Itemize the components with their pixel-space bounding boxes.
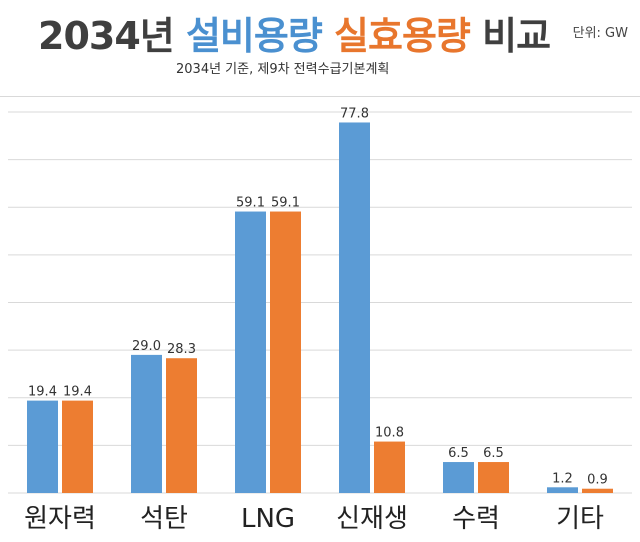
bar-installed-3	[339, 122, 370, 493]
bar-effective-1	[166, 358, 197, 493]
bar-effective-4	[478, 462, 509, 493]
bar-effective-0	[62, 400, 93, 493]
value-label-installed-2: 59.1	[236, 196, 265, 211]
value-label-installed-1: 29.0	[132, 339, 161, 354]
value-label-effective-3: 10.8	[375, 426, 404, 441]
title-year: 2034년	[38, 14, 175, 58]
category-label-3: 신재생	[336, 504, 408, 534]
value-labels: 19.4 19.4 29.0 28.3 59.1 59.1 77.8 10.8 6.5 6.5 1.…	[28, 106, 608, 487]
title-effective-capacity: 실효용량	[334, 14, 471, 58]
category-label-1: 석탄	[140, 504, 188, 534]
top-divider	[0, 96, 640, 97]
value-label-installed-5: 1.2	[552, 471, 573, 486]
value-label-installed-3: 77.8	[340, 106, 369, 121]
chart-title: 2034년 설비용량 실효용량 비교	[38, 12, 551, 60]
value-label-installed-4: 6.5	[448, 446, 469, 461]
unit-label: 단위: GW	[572, 26, 628, 41]
value-label-effective-1: 28.3	[167, 342, 196, 357]
bar-installed-0	[27, 400, 58, 493]
title-installed-capacity: 설비용량	[185, 14, 323, 58]
value-label-effective-0: 19.4	[63, 385, 92, 400]
bar-effective-2	[270, 211, 301, 493]
bar-installed-1	[131, 354, 162, 493]
bar-effective-3	[374, 441, 405, 493]
title-row: 2034년 설비용량 실효용량 비교 단위: GW	[0, 8, 640, 64]
bars	[27, 122, 613, 493]
category-label-4: 수력	[452, 504, 500, 534]
bar-installed-5	[547, 487, 578, 493]
category-label-5: 기타	[556, 504, 604, 534]
category-label-0: 원자력	[24, 504, 96, 534]
bar-effective-5	[582, 488, 613, 493]
value-label-effective-4: 6.5	[483, 446, 504, 461]
category-labels: 원자력 석탄 LNG 신재생 수력 기타	[24, 504, 604, 534]
chart-subtitle: 2034년 기준, 제9차 전력수급기본계획	[176, 62, 390, 77]
title-compare: 비교	[482, 14, 551, 58]
value-label-effective-5: 0.9	[587, 473, 608, 488]
gridlines	[8, 111, 632, 494]
value-label-installed-0: 19.4	[28, 385, 57, 400]
value-label-effective-2: 59.1	[271, 196, 300, 211]
category-label-2: LNG	[241, 504, 295, 534]
bar-installed-4	[443, 462, 474, 493]
bar-installed-2	[235, 211, 266, 493]
